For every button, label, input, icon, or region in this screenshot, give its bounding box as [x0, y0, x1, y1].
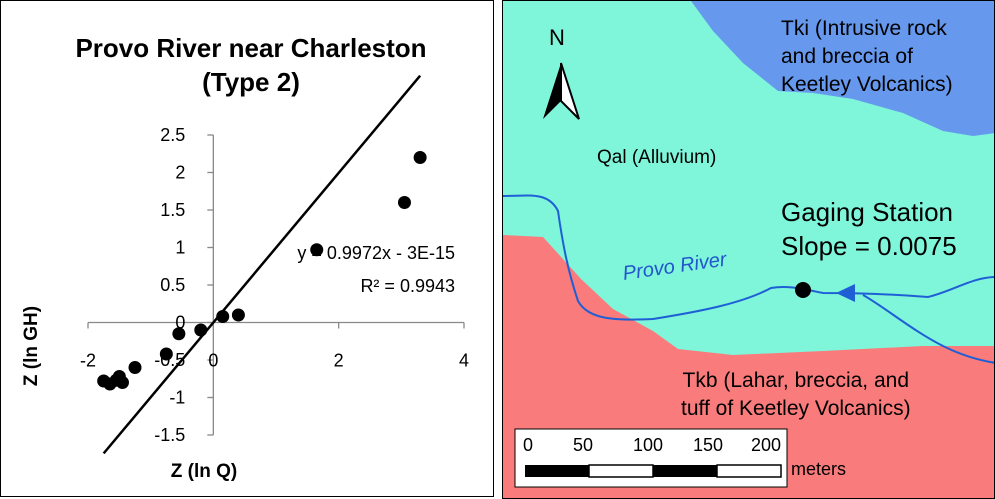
y-tick-label: 2	[175, 163, 185, 183]
provo-river-side-channel	[862, 294, 994, 364]
scale-bar	[514, 428, 788, 488]
y-tick-label: 1.5	[160, 200, 185, 220]
data-point	[310, 243, 324, 257]
scale-label-50: 50	[573, 435, 594, 455]
axes	[87, 134, 465, 436]
trendline-equation: y = 0.9972x - 3E-15	[297, 243, 455, 263]
north-label: N	[549, 25, 565, 50]
y-tick-label: 0.5	[160, 275, 185, 295]
scale-label-0: 0	[523, 435, 534, 455]
y-tick-label: -1.5	[154, 425, 185, 445]
x-tick-label: 0	[208, 351, 218, 371]
data-point	[115, 376, 129, 389]
north-arrow-icon	[543, 62, 580, 120]
flow-direction-arrow	[836, 284, 855, 302]
chart-panel: -2 0 2 4 -1.5 -1 -0.5 0 0.5 1 1.5 2 2.5 y = 0.9972x …	[0, 0, 494, 497]
scale-unit: meters	[791, 459, 847, 479]
tkb-label: Tkb (Lahar, breccia, and tuff of Keetley…	[681, 367, 911, 423]
x-tick-label: 2	[334, 351, 344, 371]
data-point	[128, 361, 142, 374]
x-tick-label: 4	[459, 351, 469, 371]
tki-label-line3: Keetley Volcanics)	[781, 73, 953, 96]
gaging-station-title: Gaging Station	[781, 197, 954, 227]
tki-intrusive-region	[691, 1, 994, 136]
gaging-station-label: Gaging Station Slope = 0.0075	[781, 195, 957, 263]
y-tick-label: 2.5	[160, 125, 185, 145]
gaging-station-slope: Slope = 0.0075	[781, 231, 957, 261]
data-point	[397, 196, 411, 209]
r-squared-label: R² = 0.9943	[360, 276, 455, 296]
y-tick-label: -1	[169, 388, 185, 408]
chart-title: Provo River near Charleston (Type 2)	[75, 33, 427, 97]
tki-label: Tki (Intrusive rock and breccia of Keetl…	[781, 15, 953, 99]
scale-label-150: 150	[693, 435, 724, 455]
scatter-chart: -2 0 2 4-1.5-1-0.500.511.522.5 y = 0.9972x …	[21, 74, 469, 482]
tki-label-line1: Tki (Intrusive rock	[781, 17, 947, 40]
data-point	[231, 308, 245, 322]
trendline	[102, 74, 422, 455]
geologic-map	[503, 1, 994, 498]
geologic-map-panel: Tki (Intrusive rock and breccia of Keetl…	[502, 0, 995, 499]
x-tick-label: -2	[80, 351, 96, 371]
qal-label: Qal (Alluvium)	[597, 147, 717, 168]
trendline-group	[102, 74, 422, 455]
data-point	[172, 327, 186, 341]
x-axis-label: Z (ln Q)	[171, 461, 237, 482]
data-point	[413, 151, 427, 164]
tkb-label-line1: Tkb (Lahar, breccia, and	[682, 369, 910, 392]
data-point	[159, 347, 173, 361]
tkb-label-line2: tuff of Keetley Volcanics)	[681, 397, 911, 420]
tki-label-line2: and breccia of	[781, 45, 913, 68]
y-tick-label: 1	[175, 238, 185, 258]
gaging-station-marker	[795, 282, 811, 298]
data-point	[194, 323, 208, 337]
data-points	[97, 151, 427, 391]
scale-label-200: 200	[751, 435, 782, 455]
y-axis-label: Z (ln GH)	[21, 306, 42, 386]
provo-river-line	[503, 194, 994, 321]
y-tick-label: 0	[175, 313, 185, 333]
scale-label-100: 100	[633, 435, 664, 455]
